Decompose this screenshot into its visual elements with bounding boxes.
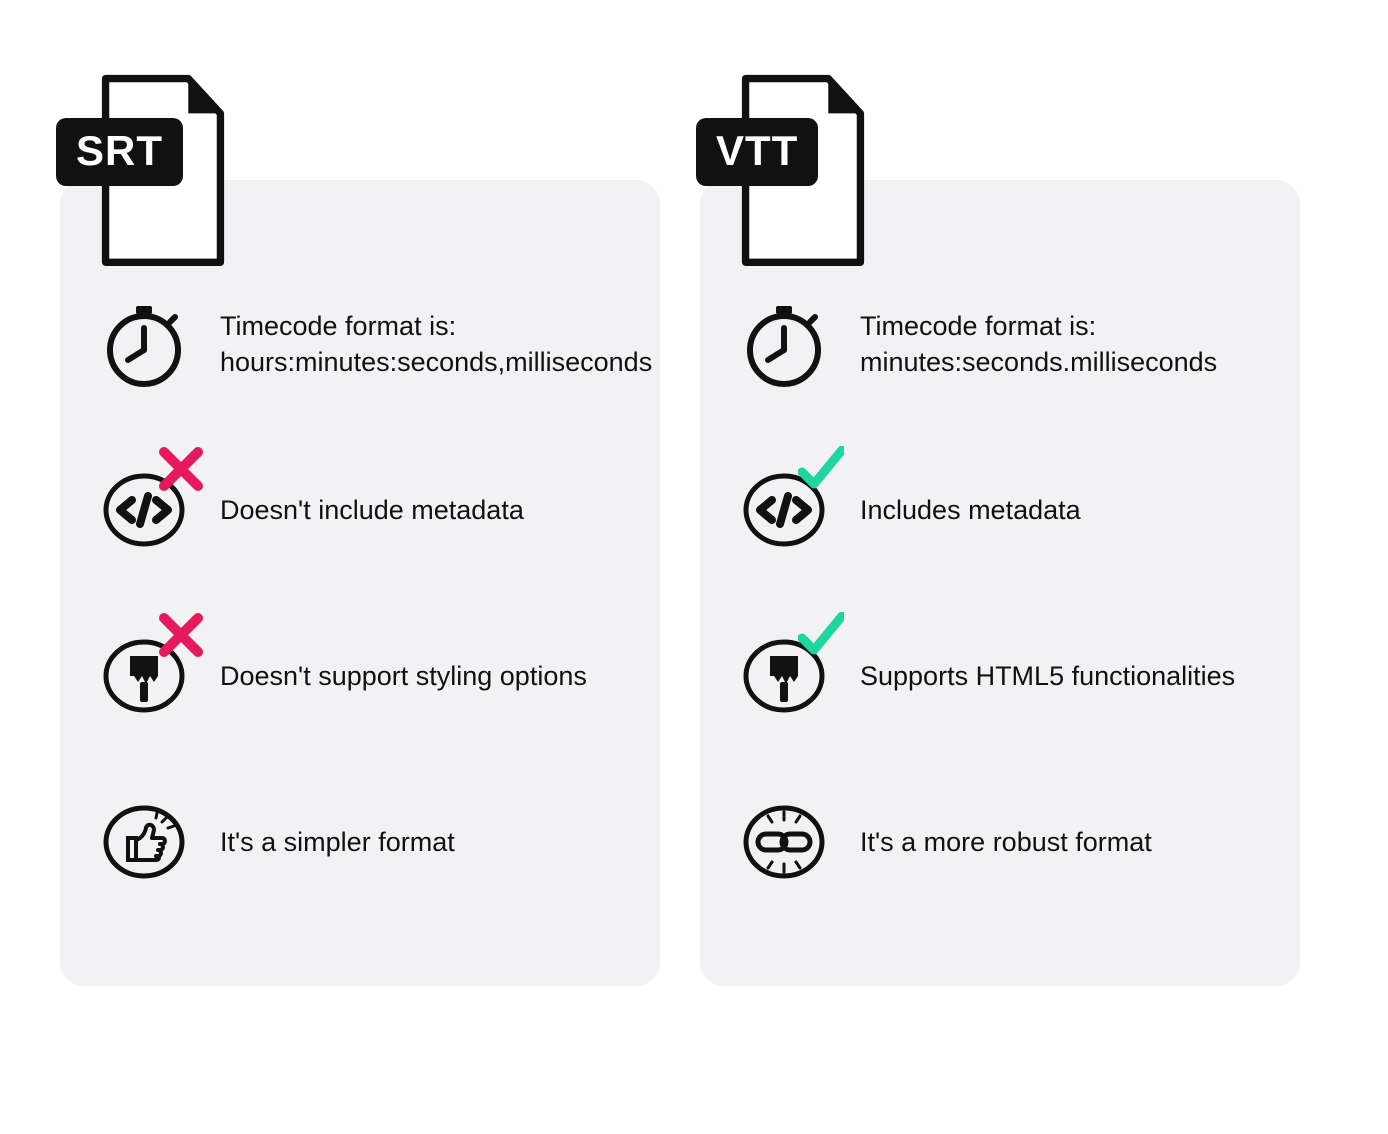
vtt-text-2: Supports HTML5 functionalities — [860, 658, 1235, 694]
brush-icon — [740, 632, 828, 720]
thumbs-icon — [100, 798, 188, 886]
vtt-text-1: Includes metadata — [860, 492, 1081, 528]
card-srt: SRT Timecode format is:hours:minutes:sec… — [60, 180, 660, 986]
srt-row-1: Doesn't include metadata — [100, 466, 620, 554]
brush-icon — [100, 632, 188, 720]
check-icon — [798, 446, 844, 492]
link-icon — [740, 798, 828, 886]
srt-row-0: Timecode format is:hours:minutes:seconds… — [100, 300, 620, 388]
vtt-text-0: Timecode format is:minutes:seconds.milli… — [860, 308, 1217, 381]
code-icon — [100, 466, 188, 554]
cross-icon — [158, 612, 204, 658]
file-label-vtt: VTT — [696, 118, 818, 186]
cross-icon — [158, 446, 204, 492]
file-icon-srt: SRT — [78, 60, 248, 290]
comparison-wrap: SRT Timecode format is:hours:minutes:sec… — [0, 0, 1388, 986]
srt-text-1: Doesn't include metadata — [220, 492, 524, 528]
card-vtt: VTT Timecode format is:minutes:seconds.m… — [700, 180, 1300, 986]
vtt-row-0: Timecode format is:minutes:seconds.milli… — [740, 300, 1260, 388]
srt-row-3: It's a simpler format — [100, 798, 620, 886]
srt-text-2: Doesn't support styling options — [220, 658, 587, 694]
srt-text-3: It's a simpler format — [220, 824, 455, 860]
srt-row-2: Doesn't support styling options — [100, 632, 620, 720]
vtt-row-2: Supports HTML5 functionalities — [740, 632, 1260, 720]
file-label-srt: SRT — [56, 118, 183, 186]
vtt-row-1: Includes metadata — [740, 466, 1260, 554]
stopwatch-icon — [100, 300, 188, 388]
vtt-text-3: It's a more robust format — [860, 824, 1152, 860]
check-icon — [798, 612, 844, 658]
stopwatch-icon — [740, 300, 828, 388]
vtt-row-3: It's a more robust format — [740, 798, 1260, 886]
code-icon — [740, 466, 828, 554]
srt-text-0: Timecode format is:hours:minutes:seconds… — [220, 308, 652, 381]
file-icon-vtt: VTT — [718, 60, 888, 290]
